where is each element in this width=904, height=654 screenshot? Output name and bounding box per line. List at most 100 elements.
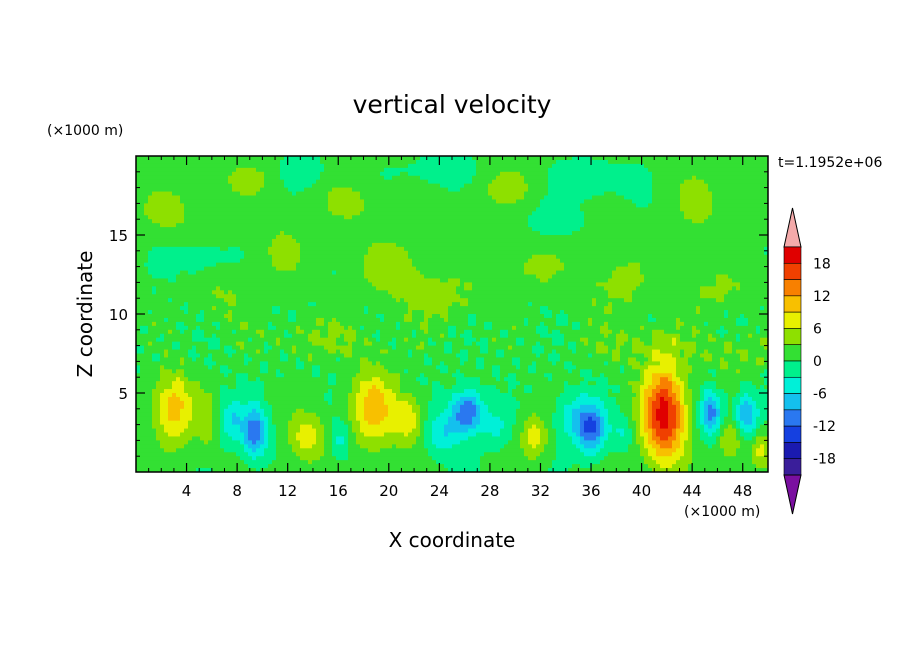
contour-cell [140, 254, 145, 260]
contour-cell [240, 444, 245, 449]
contour-cell [236, 333, 241, 339]
contour-cell [332, 171, 337, 177]
contour-cell [324, 345, 329, 351]
contour-cell [212, 195, 217, 200]
contour-cell [140, 298, 145, 303]
contour-cell [212, 250, 217, 256]
contour-cell [268, 353, 273, 358]
contour-cell [156, 460, 161, 465]
contour-cell [356, 219, 361, 224]
contour-cell [216, 231, 221, 236]
contour-cell [288, 412, 293, 418]
contour-cell [308, 211, 313, 216]
contour-cell [324, 156, 329, 161]
contour-cell [224, 420, 229, 426]
contour-cell [140, 163, 145, 169]
contour-cell [232, 250, 237, 256]
contour-cell [260, 404, 265, 410]
contour-cell [316, 341, 321, 347]
contour-cell [136, 235, 141, 240]
contour-cell [344, 448, 349, 453]
contour-cell [272, 191, 277, 196]
contour-cell [136, 215, 141, 220]
contour-cell [204, 377, 209, 382]
contour-cell [208, 404, 213, 410]
contour-cell [252, 456, 257, 461]
contour-cell [240, 361, 245, 366]
contour-cell [312, 353, 317, 358]
contour-cell [176, 203, 181, 208]
contour-cell [296, 211, 301, 216]
contour-cell [216, 337, 221, 343]
contour-cell [376, 235, 381, 240]
contour-cell [196, 310, 201, 315]
contour-cell [152, 420, 157, 426]
contour-cell [364, 215, 369, 220]
contour-cell [320, 159, 325, 165]
contour-cell [360, 393, 365, 398]
contour-cell [192, 298, 197, 303]
contour-cell [208, 357, 213, 362]
contour-cell [336, 389, 341, 394]
contour-cell [356, 329, 361, 335]
contour-cell [180, 219, 185, 224]
contour-cell [140, 191, 145, 196]
contour-cell [232, 381, 237, 386]
contour-cell [144, 195, 149, 200]
contour-cell [384, 203, 389, 208]
contour-cell [136, 404, 141, 410]
contour-cell [316, 298, 321, 303]
contour-cell [252, 227, 257, 232]
contour-cell [252, 219, 257, 224]
contour-cell [240, 393, 245, 398]
contour-cell [284, 321, 289, 327]
contour-cell [296, 219, 301, 224]
contour-cell [332, 353, 337, 358]
contour-cell [164, 456, 169, 461]
contour-cell [376, 321, 381, 327]
contour-cell [140, 199, 145, 204]
contour-cell [368, 298, 373, 303]
contour-cell [344, 325, 349, 331]
contour-cell [312, 345, 317, 351]
contour-cell [240, 183, 245, 189]
contour-cell [264, 321, 269, 327]
contour-cell [160, 408, 165, 414]
contour-cell [220, 357, 225, 362]
contour-cell [340, 396, 345, 402]
contour-cell [136, 436, 141, 441]
contour-cell [272, 250, 277, 256]
contour-cell [344, 361, 349, 366]
contour-cell [332, 156, 337, 161]
contour-cell [360, 199, 365, 204]
contour-cell [368, 183, 373, 189]
contour-cell [288, 171, 293, 177]
contour-cell [284, 428, 289, 433]
contour-cell [164, 452, 169, 457]
contour-cell [272, 306, 277, 311]
contour-cell [376, 207, 381, 212]
contour-cell [140, 278, 145, 283]
contour-cell [136, 420, 141, 426]
contour-cell [212, 254, 217, 260]
contour-cell [324, 199, 329, 204]
contour-cell [284, 175, 289, 181]
contour-cell [220, 341, 225, 347]
contour-cell [280, 302, 285, 307]
contour-cell [196, 242, 201, 248]
contour-cell [332, 175, 337, 181]
contour-cell [228, 223, 233, 228]
contour-cell [256, 314, 261, 319]
contour-cell [320, 420, 325, 426]
contour-cell [164, 215, 169, 220]
contour-cell [148, 227, 153, 232]
contour-cell [200, 242, 205, 248]
contour-cell [336, 424, 341, 430]
contour-cell [376, 314, 381, 319]
contour-cell [192, 353, 197, 358]
contour-cell [224, 219, 229, 224]
contour-cell [224, 179, 229, 185]
contour-cell [360, 353, 365, 358]
contour-cell [276, 424, 281, 430]
contour-cell [348, 294, 353, 299]
